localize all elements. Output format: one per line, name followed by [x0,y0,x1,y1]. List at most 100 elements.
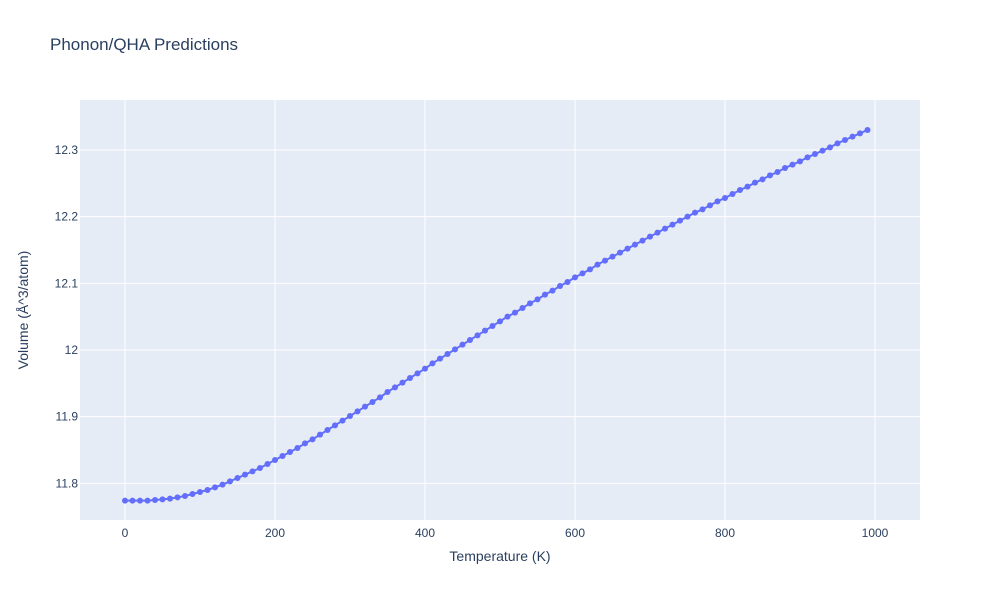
data-point[interactable] [602,257,608,264]
data-point[interactable] [579,270,586,277]
data-point[interactable] [639,237,646,244]
data-point[interactable] [429,360,436,367]
data-point[interactable] [264,461,271,467]
data-point[interactable] [767,172,773,179]
data-point[interactable] [632,241,638,248]
data-point[interactable] [729,191,736,197]
data-point[interactable] [654,229,661,236]
data-point[interactable] [189,491,196,497]
data-point[interactable] [219,481,226,488]
data-point[interactable] [722,195,728,201]
data-point[interactable] [759,176,766,183]
data-point[interactable] [174,494,181,501]
data-point[interactable] [137,497,143,504]
data-point[interactable] [362,403,368,410]
data-point[interactable] [714,198,721,205]
data-point[interactable] [384,389,391,395]
data-point[interactable] [789,161,796,168]
data-point[interactable] [512,309,518,316]
data-point[interactable] [317,431,323,438]
data-point[interactable] [152,497,158,503]
data-point[interactable] [144,497,151,504]
data-point[interactable] [257,465,263,471]
data-point[interactable] [834,140,841,147]
data-point[interactable] [617,249,623,256]
data-point[interactable] [354,408,361,415]
data-point[interactable] [572,274,578,281]
data-point[interactable] [564,279,571,285]
data-point[interactable] [242,471,248,478]
data-point[interactable] [167,495,173,502]
data-point[interactable] [324,427,331,433]
data-point[interactable] [827,144,833,151]
data-point[interactable] [677,217,683,224]
data-point[interactable] [399,379,406,386]
data-point[interactable] [797,158,803,165]
data-point[interactable] [227,478,233,485]
data-point[interactable] [752,179,758,186]
data-point[interactable] [647,233,653,240]
data-point[interactable] [549,287,556,294]
data-point[interactable] [129,497,136,504]
data-point[interactable] [347,413,353,419]
data-point[interactable] [504,313,511,320]
data-point[interactable] [294,445,301,451]
data-point[interactable] [482,327,488,334]
data-point[interactable] [782,165,788,171]
data-point[interactable] [279,453,286,459]
data-point[interactable] [444,351,451,357]
data-point[interactable] [842,137,848,143]
data-point[interactable] [459,341,466,348]
data-point[interactable] [272,457,278,463]
data-point[interactable] [489,323,496,329]
data-point[interactable] [587,266,593,273]
data-point[interactable] [774,169,781,175]
data-point[interactable] [122,497,128,504]
data-point[interactable] [159,496,166,503]
data-point[interactable] [662,225,668,232]
data-point[interactable] [744,183,751,190]
data-point[interactable] [452,346,458,353]
data-point[interactable] [497,318,503,325]
data-point[interactable] [467,337,473,343]
data-point[interactable] [369,399,376,405]
data-point[interactable] [804,154,811,161]
data-point[interactable] [474,332,481,339]
data-point[interactable] [422,365,428,372]
data-point[interactable] [557,283,563,289]
data-point[interactable] [692,209,698,216]
data-point[interactable] [707,202,713,209]
data-point[interactable] [287,449,293,455]
data-point[interactable] [204,487,211,493]
data-point[interactable] [849,133,856,140]
data-point[interactable] [234,475,241,481]
data-point[interactable] [527,300,533,307]
data-point[interactable] [414,370,421,377]
data-point[interactable] [609,253,616,260]
data-point[interactable] [392,384,398,391]
data-point[interactable] [519,305,526,311]
data-point[interactable] [812,151,818,157]
data-point[interactable] [377,394,383,401]
data-point[interactable] [309,436,316,443]
data-point[interactable] [684,213,691,220]
data-point[interactable] [864,127,871,133]
data-point[interactable] [819,147,826,154]
data-point[interactable] [332,422,338,429]
data-point[interactable] [407,375,413,381]
data-point[interactable] [594,261,601,268]
data-point[interactable] [699,206,706,213]
data-point[interactable] [857,130,863,137]
data-point[interactable] [669,221,676,228]
data-point[interactable] [534,296,541,303]
data-point[interactable] [302,440,308,447]
data-point[interactable] [737,187,743,193]
data-point[interactable] [182,493,188,499]
data-point[interactable] [542,291,548,298]
data-point[interactable] [624,245,631,252]
data-point[interactable] [339,417,346,424]
data-point[interactable] [437,355,443,362]
data-point[interactable] [212,484,218,491]
data-point[interactable] [197,489,203,495]
data-point[interactable] [249,468,256,475]
